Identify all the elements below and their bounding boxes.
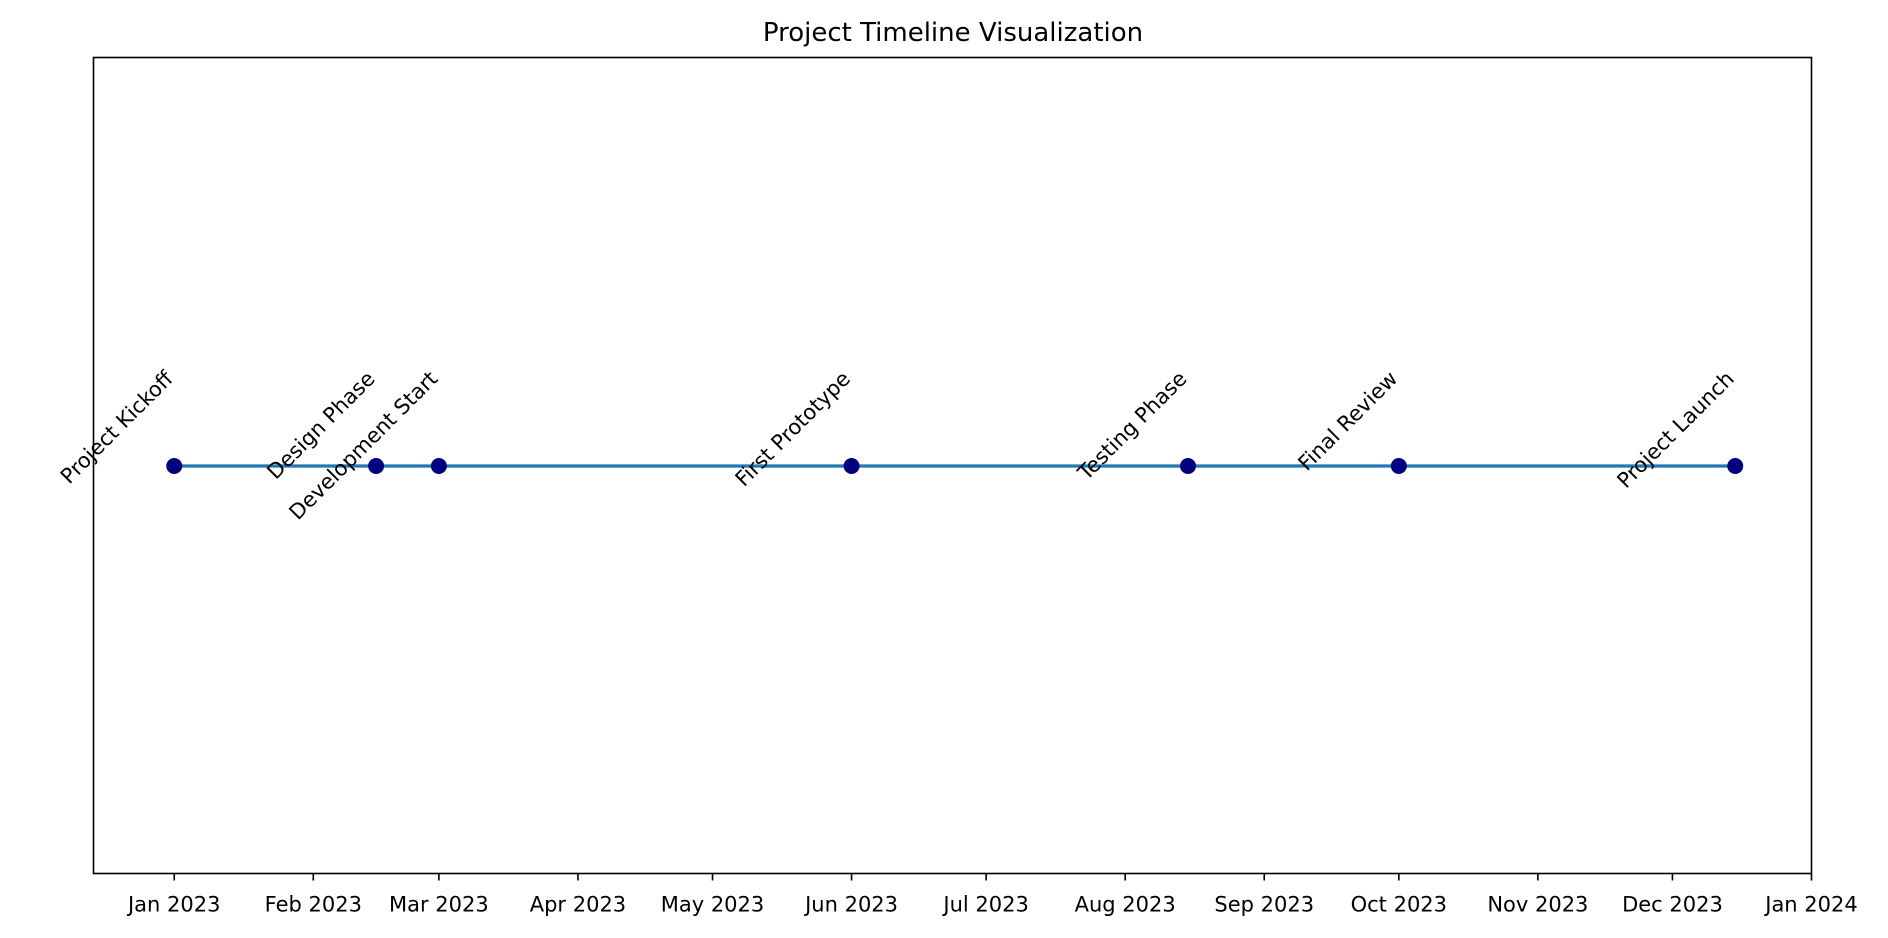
- x-tick-label: Jan 2023: [126, 893, 221, 917]
- x-tick-label: Jan 2024: [1763, 893, 1858, 917]
- x-tick-label: May 2023: [661, 893, 765, 917]
- x-tick-label: Jun 2023: [803, 893, 898, 917]
- event-marker: [166, 458, 183, 474]
- chart-title: Project Timeline Visualization: [763, 18, 1143, 48]
- event-label: Project Kickoff: [56, 366, 178, 488]
- event-marker: [1390, 458, 1407, 474]
- event-marker: [368, 458, 385, 474]
- event-marker: [430, 458, 447, 474]
- event-marker: [1727, 458, 1744, 474]
- x-tick-label: Apr 2023: [530, 893, 626, 917]
- x-tick-label: Nov 2023: [1487, 893, 1588, 917]
- event-label: Final Review: [1293, 367, 1402, 476]
- event-label: First Prototype: [731, 367, 856, 492]
- x-tick-label: Oct 2023: [1351, 893, 1447, 917]
- event-marker: [843, 458, 860, 474]
- x-tick-label: Aug 2023: [1075, 893, 1176, 917]
- x-tick-label: Dec 2023: [1622, 893, 1723, 917]
- x-axis: Jan 2023 Feb 2023 Mar 2023 Apr 2023 May 2023…: [126, 873, 1858, 917]
- event-label: Project Launch: [1613, 367, 1739, 493]
- x-tick-label: Jul 2023: [941, 893, 1028, 917]
- x-tick-label: Feb 2023: [265, 893, 362, 917]
- event-label: Testing Phase: [1073, 367, 1192, 486]
- x-tick-label: Mar 2023: [389, 893, 489, 917]
- event-marker: [1180, 458, 1196, 474]
- x-tick-label: Sep 2023: [1214, 893, 1314, 917]
- plot-area-frame: [92, 56, 1813, 875]
